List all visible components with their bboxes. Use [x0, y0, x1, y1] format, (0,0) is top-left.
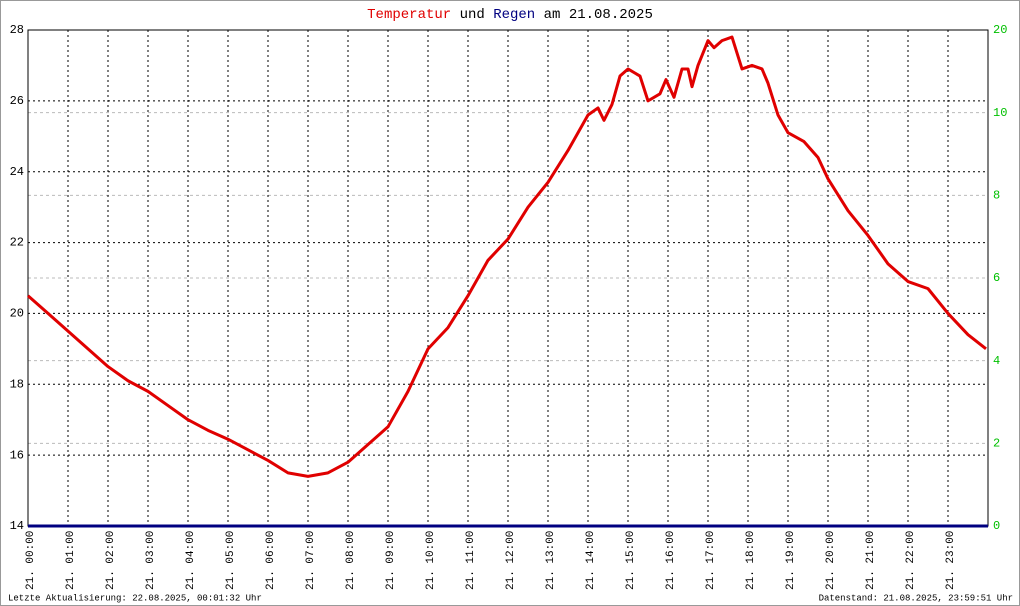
- y-tick-label: 18: [10, 377, 24, 391]
- y2-tick-label: 2: [993, 437, 1000, 451]
- x-tick-label: 21. 07:00: [305, 531, 317, 590]
- x-tick-label: 21. 20:00: [825, 531, 837, 590]
- y-tick-label: 20: [10, 307, 24, 321]
- title-joiner: und: [460, 7, 485, 23]
- y-tick-label: 26: [10, 94, 24, 108]
- x-tick-label: 21. 19:00: [785, 531, 797, 590]
- x-tick-label: 21. 02:00: [105, 531, 117, 590]
- x-tick-label: 21. 10:00: [425, 531, 437, 590]
- x-tick-label: 21. 16:00: [665, 531, 677, 590]
- title-date: am 21.08.2025: [544, 7, 653, 23]
- x-tick-label: 21. 03:00: [145, 531, 157, 590]
- x-tick-label: 21. 22:00: [905, 531, 917, 590]
- y2-tick-label: 8: [993, 189, 1000, 203]
- y2-tick-label: 4: [993, 354, 1000, 368]
- x-tick-label: 21. 11:00: [465, 531, 477, 590]
- series-line: [27, 35, 987, 478]
- x-tick-label: 21. 12:00: [505, 531, 517, 590]
- y-tick-label: 16: [10, 448, 24, 462]
- title-rain: Regen: [493, 7, 535, 23]
- x-tick-label: 21. 05:00: [225, 531, 237, 590]
- footer-left: Letzte Aktualisierung: 22.08.2025, 00:01…: [8, 593, 262, 603]
- x-tick-label: 21. 18:00: [745, 531, 757, 590]
- x-tick-label: 21. 17:00: [705, 531, 717, 590]
- y2-top-label: 20: [993, 23, 1007, 37]
- y-tick-label: 28: [10, 23, 24, 37]
- y2-tick-label: 10: [993, 106, 1007, 120]
- y2-tick-label: 6: [993, 271, 1000, 285]
- title-temp: Temperatur: [367, 7, 451, 23]
- x-tick-label: 21. 14:00: [585, 531, 597, 590]
- x-tick-label: 21. 04:00: [185, 531, 197, 590]
- footer-right: Datenstand: 21.08.2025, 23:59:51 Uhr: [819, 593, 1013, 603]
- x-tick-label: 21. 08:00: [345, 531, 357, 590]
- x-tick-label: 21. 00:00: [25, 531, 37, 590]
- x-tick-label: 21. 06:00: [265, 531, 277, 590]
- y2-tick-label: 0: [993, 519, 1000, 533]
- chart-title: Temperatur und Regen am 21.08.2025: [367, 7, 653, 23]
- y-tick-label: 14: [10, 519, 24, 533]
- y-tick-label: 24: [10, 165, 24, 179]
- x-tick-label: 21. 01:00: [65, 531, 77, 590]
- x-tick-label: 21. 23:00: [945, 531, 957, 590]
- x-tick-label: 21. 15:00: [625, 531, 637, 590]
- x-tick-label: 21. 21:00: [865, 531, 877, 590]
- y-tick-label: 22: [10, 236, 24, 250]
- x-tick-label: 21. 09:00: [385, 531, 397, 590]
- x-tick-label: 21. 13:00: [545, 531, 557, 590]
